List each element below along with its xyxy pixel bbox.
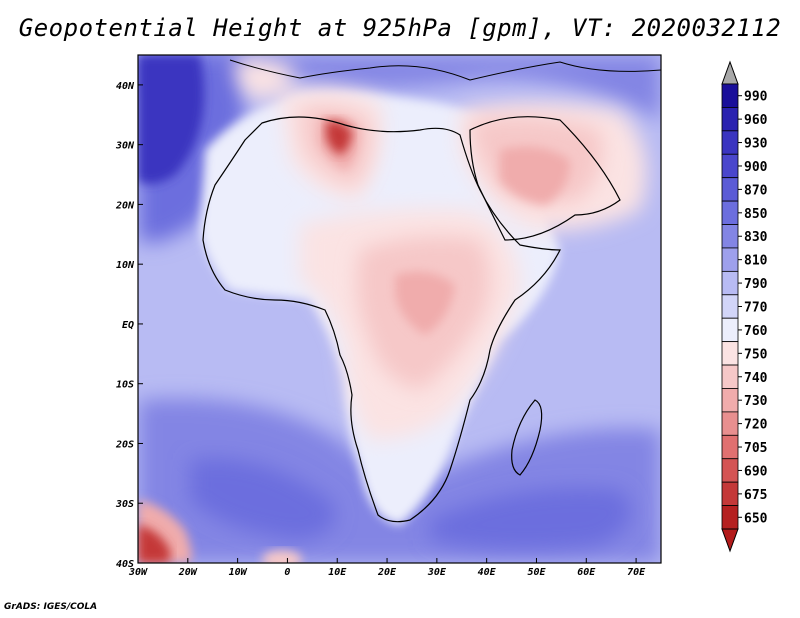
colorbar-label: 650 [744, 511, 768, 526]
colorbar-label: 990 [744, 90, 768, 105]
arabia-coastline [469, 116, 621, 241]
lon-tick-label: 60E [577, 567, 596, 578]
colorbar-label: 870 [744, 183, 768, 198]
colorbar-swatch [721, 388, 739, 413]
south-high [262, 550, 302, 563]
colorbar-swatch [721, 481, 739, 506]
colorbar-label: 850 [744, 207, 768, 222]
colorbar-swatch [721, 505, 739, 530]
colorbar-label: 960 [744, 113, 768, 128]
colorbar-label: 900 [744, 160, 768, 175]
colorbar-swatch [721, 107, 739, 132]
lon-tick-label: 70E [627, 567, 646, 578]
colorbar-label: 760 [744, 324, 768, 339]
colorbar-swatch [721, 177, 739, 202]
madagascar-coastline [511, 399, 543, 476]
colorbar-swatch [721, 200, 739, 225]
lat-tick-label: 20S [115, 439, 134, 450]
colorbar-label: 790 [744, 277, 768, 292]
southern-band-deep [190, 458, 632, 549]
map-frame [137, 54, 662, 564]
colorbar-swatch [721, 294, 739, 319]
colorbar-swatch [721, 153, 739, 179]
lon-tick-label: 20W [178, 567, 198, 578]
colorbar-swatch [721, 458, 739, 483]
colorbar-top-arrow [721, 60, 739, 85]
southwest-high-inner [138, 525, 171, 563]
lon-tick-label: 10W [229, 567, 248, 578]
colorbar-bottom-arrow [721, 528, 739, 553]
lat-tick-label: 40N [116, 81, 135, 92]
lon-tick-label: 50E [527, 567, 546, 578]
colorbar-label: 705 [744, 441, 767, 456]
colorbar-swatch [721, 411, 739, 436]
map-title: Geopotential Height at 925hPa [gpm], VT:… [18, 14, 782, 42]
colorbar: 990 960 930 900 870 850 830 810 790 770 760 750 740 7… [721, 60, 768, 553]
colorbar-label: 730 [744, 394, 768, 409]
colorbar-label: 740 [744, 371, 768, 386]
lat-tick-label: 10S [116, 380, 134, 391]
mediterranean-coastline [229, 59, 661, 81]
lat-tick-label: 20N [115, 200, 135, 211]
colorbar-swatch [721, 130, 739, 155]
colorbar-swatch [721, 224, 739, 249]
lon-tick-label: 20E [377, 567, 397, 578]
colorbar-label: 830 [744, 230, 768, 245]
colorbar-label: 810 [744, 254, 768, 269]
lat-tick-label: 40S [116, 559, 134, 570]
colorbar-swatch [721, 83, 739, 108]
grads-credit: GrADS: IGES/COLA [4, 602, 98, 612]
colorbar-label: 770 [744, 301, 768, 316]
colorbar-label: 750 [744, 347, 768, 362]
colorbar-swatch [721, 247, 739, 272]
longitude-axis: 30W 20W 10W 0 10E 20E 30E 40E 50E 60E 70E [128, 558, 646, 578]
warm-zone-peak [326, 121, 352, 155]
lon-tick-label: 0 [284, 567, 290, 578]
colorbar-label: 690 [744, 464, 768, 479]
colorbar-label: 930 [744, 137, 768, 152]
atlantic-low [138, 55, 205, 184]
lon-tick-label: 40E [478, 567, 497, 578]
lon-tick-label: 30W [128, 567, 148, 578]
lat-tick-label: 30S [115, 499, 134, 510]
lat-tick-label: EQ [122, 320, 134, 331]
colorbar-label: 675 [744, 488, 767, 503]
lon-tick-label: 10E [328, 567, 347, 578]
colorbar-swatch [721, 364, 739, 389]
africa-coastline [202, 116, 561, 523]
latitude-axis: 40N 30N 20N 10N EQ 10S 20S 30S 40S [115, 81, 143, 570]
colorbar-swatch [721, 434, 739, 460]
colorbar-swatch [721, 341, 739, 366]
height-field [138, 55, 661, 563]
lon-tick-label: 30E [427, 567, 447, 578]
colorbar-swatch [721, 317, 739, 343]
lat-tick-label: 30N [115, 141, 135, 152]
warm-zone-strong [318, 116, 570, 335]
colorbar-label: 720 [744, 418, 768, 433]
colorbar-swatch [721, 270, 739, 296]
lat-tick-label: 10N [116, 260, 135, 271]
